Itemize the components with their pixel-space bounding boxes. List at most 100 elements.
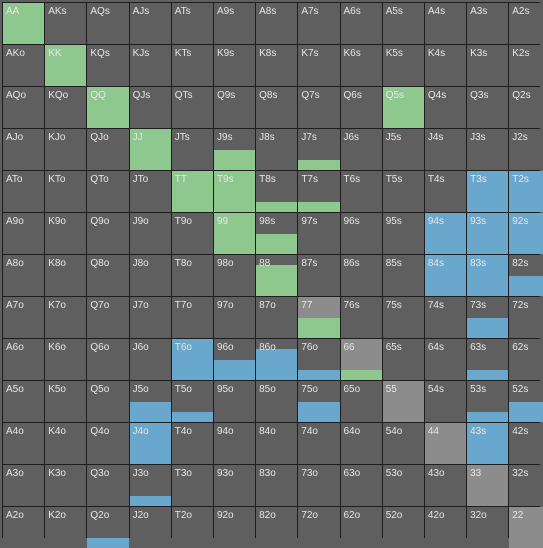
hand-cell-a7o[interactable]: A7o: [3, 297, 45, 338]
hand-cell-55[interactable]: 55: [382, 381, 424, 422]
hand-cell-k9s[interactable]: K9s: [213, 45, 256, 86]
hand-cell-43o[interactable]: 43o: [424, 465, 467, 506]
hand-cell-k6o[interactable]: K6o: [45, 339, 87, 380]
hand-cell-j2s[interactable]: J2s: [509, 129, 543, 170]
hand-cell-a6s[interactable]: A6s: [340, 3, 382, 44]
hand-cell-t8s[interactable]: T8s: [256, 171, 298, 212]
hand-cell-q9o[interactable]: Q9o: [87, 213, 129, 254]
hand-cell-22[interactable]: 22: [509, 507, 543, 548]
hand-cell-k8o[interactable]: K8o: [45, 255, 87, 296]
hand-cell-33[interactable]: 33: [467, 465, 509, 506]
hand-cell-ajs[interactable]: AJs: [129, 3, 171, 44]
hand-cell-j6s[interactable]: J6s: [340, 129, 382, 170]
hand-cell-q3s[interactable]: Q3s: [467, 87, 509, 128]
hand-cell-32o[interactable]: 32o: [467, 507, 509, 548]
hand-cell-86o[interactable]: 86o: [256, 339, 298, 380]
hand-cell-93o[interactable]: 93o: [213, 465, 256, 506]
hand-cell-j9o[interactable]: J9o: [129, 213, 171, 254]
hand-cell-t7s[interactable]: T7s: [298, 171, 340, 212]
hand-cell-84s[interactable]: 84s: [424, 255, 467, 296]
hand-cell-85o[interactable]: 85o: [256, 381, 298, 422]
hand-cell-kk[interactable]: KK: [45, 45, 87, 86]
hand-cell-j7o[interactable]: J7o: [129, 297, 171, 338]
hand-cell-83o[interactable]: 83o: [256, 465, 298, 506]
hand-cell-42s[interactable]: 42s: [509, 423, 543, 464]
hand-cell-93s[interactable]: 93s: [467, 213, 509, 254]
hand-cell-j3s[interactable]: J3s: [467, 129, 509, 170]
hand-cell-a8o[interactable]: A8o: [3, 255, 45, 296]
hand-cell-q9s[interactable]: Q9s: [213, 87, 256, 128]
hand-cell-98s[interactable]: 98s: [256, 213, 298, 254]
hand-cell-k3s[interactable]: K3s: [467, 45, 509, 86]
hand-cell-a9s[interactable]: A9s: [213, 3, 256, 44]
hand-cell-q5s[interactable]: Q5s: [382, 87, 424, 128]
hand-cell-77[interactable]: 77: [298, 297, 340, 338]
hand-cell-q6s[interactable]: Q6s: [340, 87, 382, 128]
hand-cell-54o[interactable]: 54o: [382, 423, 424, 464]
hand-cell-82o[interactable]: 82o: [256, 507, 298, 548]
hand-cell-92s[interactable]: 92s: [509, 213, 543, 254]
hand-cell-k4o[interactable]: K4o: [45, 423, 87, 464]
hand-cell-94o[interactable]: 94o: [213, 423, 256, 464]
hand-cell-65o[interactable]: 65o: [340, 381, 382, 422]
hand-cell-a7s[interactable]: A7s: [298, 3, 340, 44]
hand-cell-87o[interactable]: 87o: [256, 297, 298, 338]
hand-cell-tt[interactable]: TT: [171, 171, 213, 212]
hand-cell-q4o[interactable]: Q4o: [87, 423, 129, 464]
hand-cell-66[interactable]: 66: [340, 339, 382, 380]
hand-cell-52o[interactable]: 52o: [382, 507, 424, 548]
hand-cell-qq[interactable]: QQ: [87, 87, 129, 128]
hand-cell-t9s[interactable]: T9s: [213, 171, 256, 212]
hand-cell-86s[interactable]: 86s: [340, 255, 382, 296]
hand-cell-jj[interactable]: JJ: [129, 129, 171, 170]
hand-cell-95s[interactable]: 95s: [382, 213, 424, 254]
hand-cell-k9o[interactable]: K9o: [45, 213, 87, 254]
hand-cell-q8o[interactable]: Q8o: [87, 255, 129, 296]
hand-cell-k7s[interactable]: K7s: [298, 45, 340, 86]
hand-cell-t2o[interactable]: T2o: [171, 507, 213, 548]
hand-cell-t4o[interactable]: T4o: [171, 423, 213, 464]
hand-cell-52s[interactable]: 52s: [509, 381, 543, 422]
hand-cell-72s[interactable]: 72s: [509, 297, 543, 338]
hand-cell-a4s[interactable]: A4s: [424, 3, 467, 44]
hand-cell-97o[interactable]: 97o: [213, 297, 256, 338]
hand-cell-kjs[interactable]: KJs: [129, 45, 171, 86]
hand-cell-t7o[interactable]: T7o: [171, 297, 213, 338]
hand-cell-72o[interactable]: 72o: [298, 507, 340, 548]
hand-cell-jts[interactable]: JTs: [171, 129, 213, 170]
hand-cell-qto[interactable]: QTo: [87, 171, 129, 212]
hand-cell-k5s[interactable]: K5s: [382, 45, 424, 86]
hand-cell-q8s[interactable]: Q8s: [256, 87, 298, 128]
hand-cell-qjs[interactable]: QJs: [129, 87, 171, 128]
hand-cell-64s[interactable]: 64s: [424, 339, 467, 380]
hand-cell-k6s[interactable]: K6s: [340, 45, 382, 86]
hand-cell-73s[interactable]: 73s: [467, 297, 509, 338]
hand-cell-85s[interactable]: 85s: [382, 255, 424, 296]
hand-cell-a5o[interactable]: A5o: [3, 381, 45, 422]
hand-cell-j3o[interactable]: J3o: [129, 465, 171, 506]
hand-cell-94s[interactable]: 94s: [424, 213, 467, 254]
hand-cell-k2s[interactable]: K2s: [509, 45, 543, 86]
hand-cell-t6s[interactable]: T6s: [340, 171, 382, 212]
hand-cell-aa[interactable]: AA: [3, 3, 45, 44]
hand-cell-53s[interactable]: 53s: [467, 381, 509, 422]
hand-cell-ats[interactable]: ATs: [171, 3, 213, 44]
hand-cell-aqs[interactable]: AQs: [87, 3, 129, 44]
hand-cell-a2o[interactable]: A2o: [3, 507, 45, 548]
hand-cell-q5o[interactable]: Q5o: [87, 381, 129, 422]
hand-cell-j4s[interactable]: J4s: [424, 129, 467, 170]
hand-cell-kts[interactable]: KTs: [171, 45, 213, 86]
hand-cell-97s[interactable]: 97s: [298, 213, 340, 254]
hand-cell-ako[interactable]: AKo: [3, 45, 45, 86]
hand-cell-q6o[interactable]: Q6o: [87, 339, 129, 380]
hand-cell-83s[interactable]: 83s: [467, 255, 509, 296]
hand-cell-k8s[interactable]: K8s: [256, 45, 298, 86]
hand-cell-j8o[interactable]: J8o: [129, 255, 171, 296]
hand-cell-62o[interactable]: 62o: [340, 507, 382, 548]
hand-cell-j8s[interactable]: J8s: [256, 129, 298, 170]
hand-cell-t2s[interactable]: T2s: [509, 171, 543, 212]
hand-cell-a5s[interactable]: A5s: [382, 3, 424, 44]
hand-cell-k4s[interactable]: K4s: [424, 45, 467, 86]
hand-cell-84o[interactable]: 84o: [256, 423, 298, 464]
hand-cell-q3o[interactable]: Q3o: [87, 465, 129, 506]
